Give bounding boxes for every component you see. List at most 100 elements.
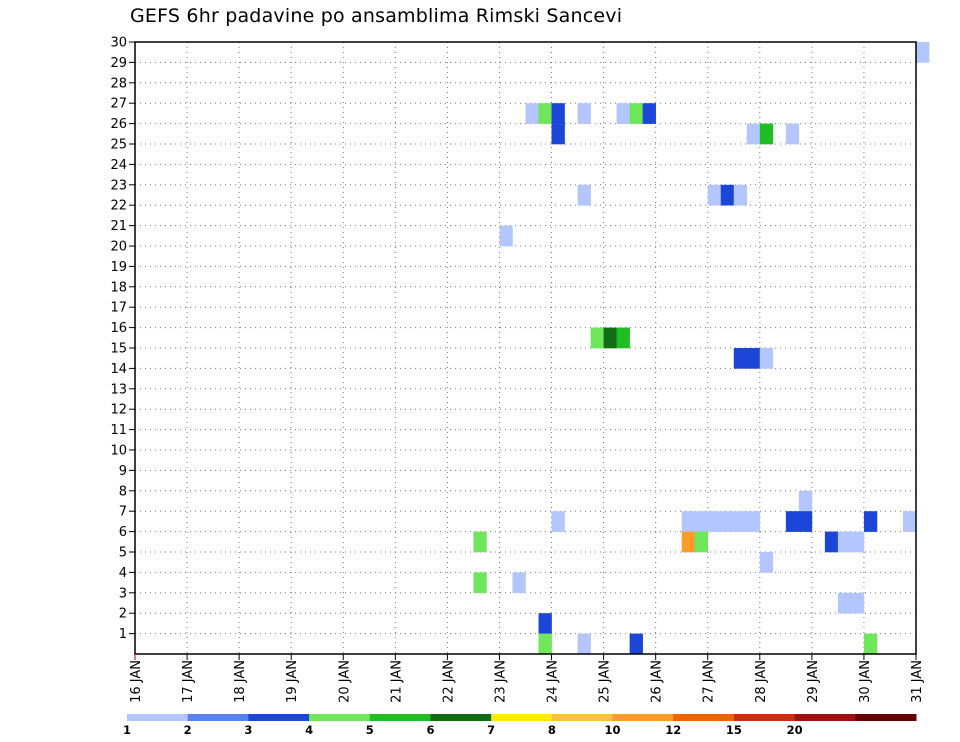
precip-cell — [837, 531, 852, 553]
x-tick-label: 16 JAN — [129, 660, 144, 703]
precip-cell — [538, 613, 552, 634]
colorbar-segment — [612, 714, 674, 721]
x-tick-label: 23 JAN — [493, 660, 508, 703]
y-tick-label: 28 — [110, 76, 127, 91]
precip-cell — [733, 348, 748, 369]
x-tick-label: 22 JAN — [441, 660, 456, 703]
y-tick-label: 5 — [119, 546, 127, 561]
precip-cell — [746, 348, 761, 369]
y-tick-label: 10 — [110, 444, 127, 459]
y-tick-label: 23 — [110, 178, 127, 193]
y-tick-label: 18 — [110, 280, 127, 295]
y-tick-label: 26 — [110, 117, 127, 132]
y-tick-label: 21 — [110, 219, 127, 234]
colorbar-label: 20 — [787, 723, 803, 737]
y-tick-label: 14 — [110, 362, 127, 377]
precip-cell — [850, 592, 865, 614]
precip-cell — [616, 327, 630, 349]
precip-cell — [512, 572, 526, 594]
precip-cell — [902, 511, 917, 532]
y-tick-label: 29 — [110, 56, 127, 71]
y-tick-label: 3 — [119, 586, 127, 601]
y-tick-label: 25 — [110, 138, 127, 153]
colorbar-segment — [369, 714, 431, 721]
colorbar-label: 5 — [366, 723, 374, 737]
colorbar-segment — [127, 714, 189, 721]
x-tick-label: 18 JAN — [233, 660, 248, 703]
colorbar-label: 8 — [548, 723, 556, 737]
y-tick-label: 20 — [110, 240, 127, 255]
precip-cell — [707, 511, 722, 532]
precip-cell — [681, 531, 696, 553]
y-tick-label: 11 — [110, 423, 127, 438]
colorbar-segment — [430, 714, 492, 721]
precip-cell — [759, 348, 774, 369]
precip-cell — [850, 531, 865, 553]
precip-cell — [916, 42, 930, 63]
x-axis: 16 JAN 17 JAN 18 JAN 19 JAN 20 JAN 21 JAN 22 J… — [129, 654, 925, 703]
precip-cell — [720, 511, 735, 532]
y-tick-label: 4 — [119, 566, 127, 581]
y-tick-label: 30 — [110, 36, 127, 51]
precip-cell — [603, 327, 617, 349]
precip-cell — [577, 103, 591, 124]
precip-cell — [863, 633, 878, 655]
y-axis: 1234567891011121314151617181920212223242… — [110, 36, 135, 642]
x-tick-label: 31 JAN — [910, 660, 925, 703]
x-tick-label: 20 JAN — [337, 660, 352, 703]
precip-cell — [551, 103, 565, 124]
precip-cell — [551, 123, 565, 145]
colorbar-label: 7 — [487, 723, 495, 737]
colorbar-label: 2 — [184, 723, 192, 737]
colorbar-segment — [309, 714, 371, 721]
precip-cell — [538, 633, 552, 655]
x-tick-label: 29 JAN — [806, 660, 821, 703]
precip-cell — [759, 552, 774, 573]
y-tick-label: 6 — [119, 525, 127, 540]
precip-cell — [473, 572, 487, 594]
precip-cell — [577, 184, 591, 206]
colorbar-segment — [733, 714, 796, 721]
precip-cell — [642, 103, 656, 124]
colorbar-label: 15 — [726, 723, 742, 737]
y-tick-label: 1 — [119, 627, 127, 642]
y-tick-label: 7 — [119, 505, 127, 520]
x-tick-label: 28 JAN — [754, 660, 769, 703]
precip-cell — [551, 511, 565, 532]
precip-cell — [707, 184, 722, 206]
y-tick-label: 27 — [110, 97, 127, 112]
x-tick-label: 25 JAN — [598, 660, 613, 703]
colorbar-label: 6 — [426, 723, 434, 737]
precip-cell — [798, 511, 813, 532]
precip-cell — [720, 184, 735, 206]
colorbar-segment — [491, 714, 553, 721]
y-tick-label: 9 — [119, 464, 127, 479]
y-tick-label: 13 — [110, 382, 127, 397]
colorbar-segment — [794, 714, 856, 721]
precip-cell — [538, 103, 552, 124]
x-tick-label: 27 JAN — [702, 660, 717, 703]
colorbar: 1 2 3 4 5 6 7 8 10 12 15 20 — [123, 714, 917, 737]
y-tick-label: 19 — [110, 260, 127, 275]
colorbar-label: 4 — [305, 723, 313, 737]
precip-cell — [837, 592, 852, 614]
y-tick-label: 12 — [110, 403, 127, 418]
precip-cell — [733, 511, 748, 532]
precip-cell — [798, 490, 813, 512]
precip-cell — [629, 103, 643, 124]
precip-cell — [577, 633, 591, 655]
x-tick-label: 24 JAN — [546, 660, 561, 703]
precip-cell — [733, 184, 748, 206]
precip-cell — [525, 103, 539, 124]
y-tick-label: 16 — [110, 321, 127, 336]
precip-cell — [629, 633, 643, 655]
precip-cell — [863, 511, 878, 532]
precip-cell — [746, 511, 761, 532]
y-tick-label: 15 — [110, 342, 127, 357]
y-tick-label: 24 — [110, 158, 127, 173]
x-tick-label: 26 JAN — [650, 660, 665, 703]
colorbar-label: 1 — [123, 723, 131, 737]
colorbar-label: 10 — [605, 723, 621, 737]
precip-cell — [499, 225, 513, 247]
precip-cell — [681, 511, 696, 532]
